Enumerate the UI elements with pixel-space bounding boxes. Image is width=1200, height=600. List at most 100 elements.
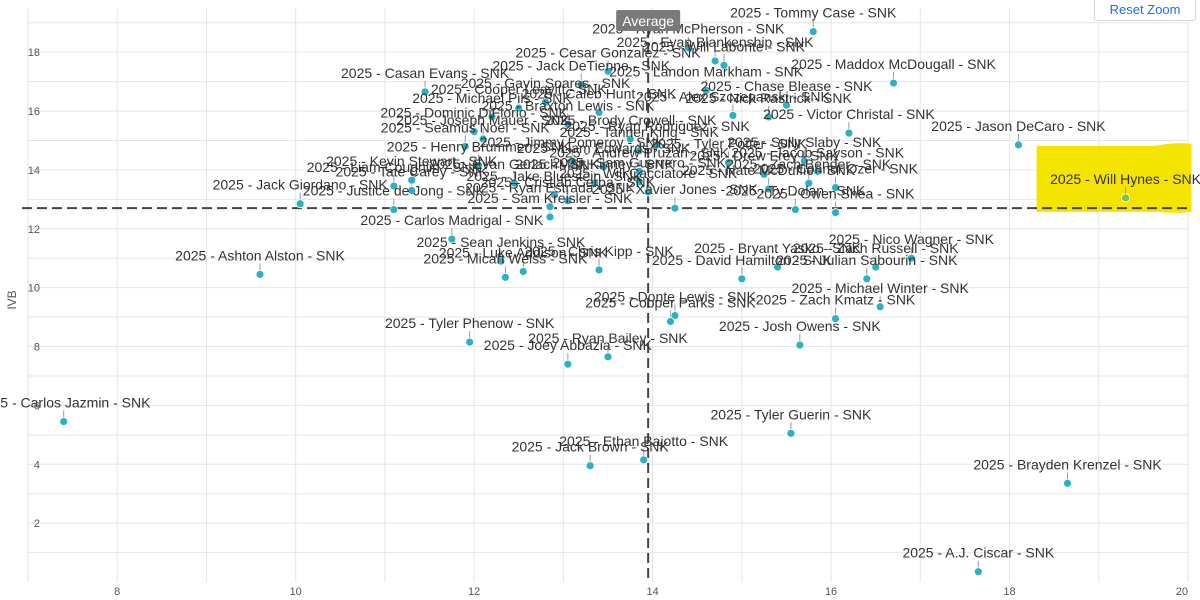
data-point[interactable] <box>603 66 613 76</box>
data-point[interactable] <box>603 352 613 362</box>
data-point[interactable] <box>465 337 475 347</box>
data-point[interactable] <box>795 340 805 350</box>
data-point[interactable] <box>973 567 983 577</box>
data-point[interactable] <box>550 190 559 200</box>
data-point[interactable] <box>652 140 662 150</box>
average-lines <box>22 28 1188 582</box>
data-point[interactable] <box>799 156 809 166</box>
data-point[interactable] <box>59 417 69 426</box>
data-point[interactable] <box>813 166 823 176</box>
data-point[interactable] <box>790 205 800 215</box>
data-point[interactable] <box>255 269 265 279</box>
data-point[interactable] <box>906 253 916 263</box>
data-point[interactable] <box>478 134 488 144</box>
data-point[interactable] <box>518 267 528 276</box>
data-point[interactable] <box>773 262 782 272</box>
point-label: 2025 - Ashton Alston - SNK <box>175 247 345 263</box>
point-label: 2025 - Cristian Cerpa - SNK <box>481 174 656 190</box>
data-point[interactable] <box>500 272 510 282</box>
data-point[interactable] <box>786 428 796 438</box>
data-point[interactable] <box>594 108 604 117</box>
data-point[interactable] <box>469 127 479 137</box>
data-point[interactable] <box>643 187 653 197</box>
data-point[interactable] <box>728 111 738 120</box>
data-point[interactable] <box>567 156 577 166</box>
data-point[interactable] <box>545 212 555 222</box>
data-point[interactable] <box>447 234 457 244</box>
data-point[interactable] <box>666 317 675 326</box>
point-label: 2025 - Xavier Jones - SNK <box>592 181 758 197</box>
data-point[interactable] <box>831 208 840 217</box>
point-label: 2025 - Josh Owens - SNK <box>719 318 882 334</box>
data-point[interactable] <box>594 265 604 275</box>
data-point[interactable] <box>563 119 573 129</box>
data-point[interactable] <box>389 205 399 215</box>
point-label: 2025 - Ethan Bajotto - SNK <box>559 433 729 449</box>
data-point[interactable] <box>683 43 693 53</box>
data-point[interactable] <box>295 199 305 209</box>
data-point[interactable] <box>509 178 519 188</box>
data-point[interactable] <box>831 183 840 192</box>
reset-zoom-button[interactable]: Reset Zoom <box>1094 0 1196 21</box>
highlighted-data-point[interactable] <box>1121 193 1130 203</box>
data-point[interactable] <box>764 184 774 194</box>
data-point[interactable] <box>1063 478 1072 488</box>
data-point[interactable] <box>737 274 747 284</box>
data-point[interactable] <box>1014 140 1023 150</box>
data-points <box>59 27 1130 577</box>
data-point[interactable] <box>585 461 595 471</box>
data-point[interactable] <box>875 302 885 312</box>
data-point[interactable] <box>639 455 649 465</box>
data-point[interactable] <box>625 134 635 144</box>
point-label: 2025 - Liam Coughlin - SNK <box>307 159 482 175</box>
data-point[interactable] <box>474 161 484 170</box>
point-label: 2025 - Nico Wagner - SNK <box>829 231 995 247</box>
data-point[interactable] <box>670 311 680 321</box>
data-point[interactable] <box>710 56 720 66</box>
data-point[interactable] <box>889 78 898 88</box>
axes: 8 10 12 14 16 18 20 2 4 6 8 10 12 14 16 18 <box>28 47 1188 598</box>
data-point[interactable] <box>844 128 854 138</box>
data-point[interactable] <box>831 314 840 323</box>
data-point[interactable] <box>634 166 644 176</box>
point-label: 2025 - Jack Giordano - SNK <box>213 177 389 193</box>
data-point[interactable] <box>545 202 555 212</box>
data-point[interactable] <box>871 262 881 272</box>
data-point[interactable] <box>764 112 774 122</box>
data-point[interactable] <box>541 97 550 107</box>
data-point[interactable] <box>496 256 506 266</box>
point-label: 2025 - Julian Sabourin - SNK <box>776 252 958 268</box>
data-point[interactable] <box>862 274 872 284</box>
highlight-box <box>1036 143 1192 213</box>
data-point[interactable] <box>724 158 733 167</box>
data-point[interactable] <box>407 186 417 195</box>
point-label: 2025 - Andrew Pruzan - SNK <box>549 144 729 160</box>
point-label: 2025 - Jason DeCaro - SNK <box>931 118 1106 134</box>
data-point[interactable] <box>407 175 417 185</box>
data-point[interactable] <box>719 61 729 70</box>
data-point[interactable] <box>420 87 430 97</box>
point-label: 2025 - Zach Russell - SNK <box>793 240 959 256</box>
data-point[interactable] <box>487 112 497 122</box>
data-point[interactable] <box>576 80 586 89</box>
data-point[interactable] <box>590 178 600 188</box>
point-label: 2025 - Justice de Jong - SNK <box>303 183 486 199</box>
data-point[interactable] <box>563 196 573 206</box>
data-point[interactable] <box>782 100 791 110</box>
data-point[interactable] <box>460 141 470 151</box>
data-point[interactable] <box>634 146 644 156</box>
data-point[interactable] <box>563 359 573 369</box>
data-point[interactable] <box>804 178 814 188</box>
point-label: 2025 - Sully Slaby - SNK <box>727 134 882 150</box>
point-label: 2025 - Cooper Leavitt - SNK <box>431 81 608 97</box>
data-point[interactable] <box>389 181 399 191</box>
point-label: 2025 - Tyler Guerin - SNK <box>711 406 872 422</box>
data-point[interactable] <box>759 169 769 179</box>
data-point[interactable] <box>514 103 524 113</box>
x-tick-label: 12 <box>468 586 480 598</box>
data-point[interactable] <box>634 177 644 187</box>
data-point[interactable] <box>808 27 818 36</box>
data-point[interactable] <box>599 162 608 172</box>
data-point[interactable] <box>701 86 711 95</box>
data-point[interactable] <box>670 203 680 213</box>
